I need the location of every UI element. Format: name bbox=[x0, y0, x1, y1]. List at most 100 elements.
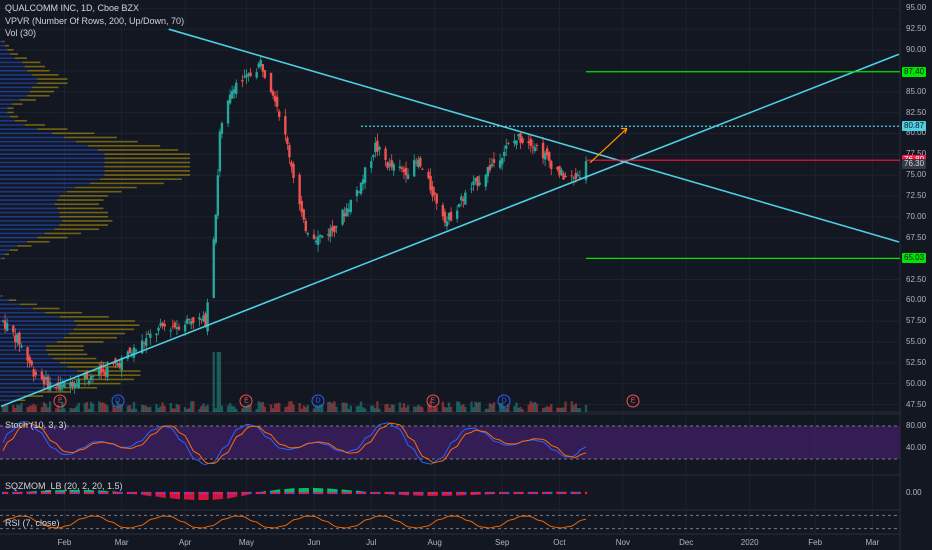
earnings-marker-icon[interactable]: E bbox=[239, 394, 253, 408]
vpvr-bar-up bbox=[0, 299, 9, 301]
sqz-dot bbox=[503, 491, 506, 495]
sqz-dot bbox=[73, 491, 76, 495]
sqz-dot bbox=[472, 491, 475, 495]
vpvr-bar-up bbox=[0, 53, 10, 55]
volume-bar bbox=[445, 407, 449, 412]
dividend-marker-icon[interactable]: D bbox=[311, 394, 325, 408]
candle bbox=[519, 133, 522, 143]
sqz-bar bbox=[202, 493, 205, 500]
sqz-bar bbox=[456, 493, 459, 496]
volume-bar bbox=[243, 406, 246, 412]
volume-bar bbox=[492, 402, 496, 412]
earnings-marker-icon[interactable]: E bbox=[426, 394, 440, 408]
volume-bar bbox=[556, 407, 559, 412]
vpvr-bar-down bbox=[7, 49, 14, 51]
dividend-marker-icon[interactable]: D bbox=[111, 394, 125, 408]
vpvr-bar-up bbox=[0, 311, 46, 314]
sqzmom-pane-label[interactable]: SQZMOM_LB (20, 2, 20, 1.5) bbox=[5, 481, 123, 491]
volume-bar bbox=[404, 407, 408, 412]
sqz-bar bbox=[188, 493, 191, 500]
sqz-bar bbox=[184, 493, 187, 500]
volume-bar bbox=[228, 403, 232, 412]
sqz-dot bbox=[163, 491, 166, 495]
candle bbox=[431, 186, 434, 197]
sqz-bar bbox=[290, 488, 293, 494]
volume-bar bbox=[331, 403, 334, 412]
sqz-dot bbox=[363, 491, 367, 495]
volume-bar bbox=[415, 406, 418, 412]
volume-bar bbox=[298, 402, 301, 412]
candle bbox=[390, 160, 393, 168]
sqz-dot bbox=[286, 491, 289, 495]
candle bbox=[30, 360, 33, 366]
volume-bar bbox=[185, 408, 189, 412]
sqz-dot bbox=[16, 491, 19, 495]
volume-bar bbox=[398, 402, 402, 412]
earnings-marker-icon[interactable]: E bbox=[53, 394, 67, 408]
volume-bar bbox=[527, 404, 530, 412]
dividend-marker-icon[interactable]: D bbox=[497, 394, 511, 408]
volume-bar bbox=[449, 406, 453, 412]
candle bbox=[132, 347, 136, 358]
candle bbox=[445, 221, 449, 227]
candle bbox=[292, 164, 295, 179]
volume-bar bbox=[104, 403, 107, 412]
candle bbox=[46, 376, 50, 390]
candle bbox=[541, 142, 545, 159]
sqz-dot bbox=[85, 491, 89, 495]
candle bbox=[335, 226, 338, 228]
volume-bar bbox=[572, 405, 575, 412]
sqz-bar bbox=[157, 493, 160, 497]
stoch-pane-label[interactable]: Stoch (10, 3, 3) bbox=[5, 420, 67, 430]
sqz-dot bbox=[558, 491, 561, 495]
sqz-dot bbox=[490, 491, 494, 495]
candle bbox=[171, 326, 175, 328]
sqz-dot bbox=[3, 491, 7, 495]
candle bbox=[232, 89, 236, 94]
volume-bar bbox=[363, 408, 367, 412]
sqz-bar bbox=[450, 493, 453, 496]
price-tag-dark: 76.30 bbox=[902, 159, 927, 170]
vpvr-bar-up bbox=[0, 170, 105, 172]
sqz-dot bbox=[102, 491, 105, 495]
earnings-marker-icon[interactable]: E bbox=[626, 394, 640, 408]
vpvr-bar-down bbox=[74, 320, 135, 322]
candle bbox=[69, 381, 72, 387]
vpvr-bar-down bbox=[14, 119, 27, 122]
volume-indicator-label[interactable]: Vol (30) bbox=[5, 28, 37, 38]
sqz-bar bbox=[317, 488, 320, 494]
sqz-dot bbox=[531, 491, 535, 495]
sqz-dot bbox=[548, 491, 551, 495]
sqz-dot bbox=[87, 491, 91, 495]
volume-bar bbox=[541, 407, 545, 412]
vpvr-bar-up bbox=[0, 220, 62, 222]
candle bbox=[320, 235, 324, 238]
sqz-dot bbox=[183, 491, 187, 495]
candle bbox=[149, 333, 152, 339]
sqz-bar bbox=[186, 493, 189, 500]
sqz-dot bbox=[245, 491, 248, 495]
sqz-dot bbox=[343, 491, 346, 495]
rsi-pane-label[interactable]: RSI (7, close) bbox=[5, 518, 60, 528]
volume-bar bbox=[20, 402, 23, 412]
vpvr-bar-up bbox=[0, 232, 45, 235]
sqz-dot bbox=[118, 491, 121, 495]
vpvr-indicator-label[interactable]: VPVR (Number Of Rows, 200, Up/Down, 70) bbox=[5, 16, 185, 26]
sqz-dot bbox=[97, 491, 101, 495]
volume-bar bbox=[370, 405, 373, 412]
sqz-dot bbox=[57, 491, 60, 495]
volume-bar bbox=[261, 402, 265, 412]
sqz-dot bbox=[545, 491, 549, 495]
candle bbox=[245, 74, 248, 78]
sqz-bar bbox=[327, 488, 330, 494]
sqz-bar bbox=[321, 488, 324, 494]
volume-bar bbox=[455, 401, 459, 412]
candle bbox=[345, 208, 348, 217]
vpvr-bar-up bbox=[0, 295, 2, 297]
sqz-dot bbox=[34, 491, 37, 495]
candle bbox=[192, 317, 195, 323]
candle bbox=[145, 338, 148, 346]
vpvr-bar-up bbox=[0, 78, 38, 80]
vpvr-bar-down bbox=[104, 161, 190, 164]
